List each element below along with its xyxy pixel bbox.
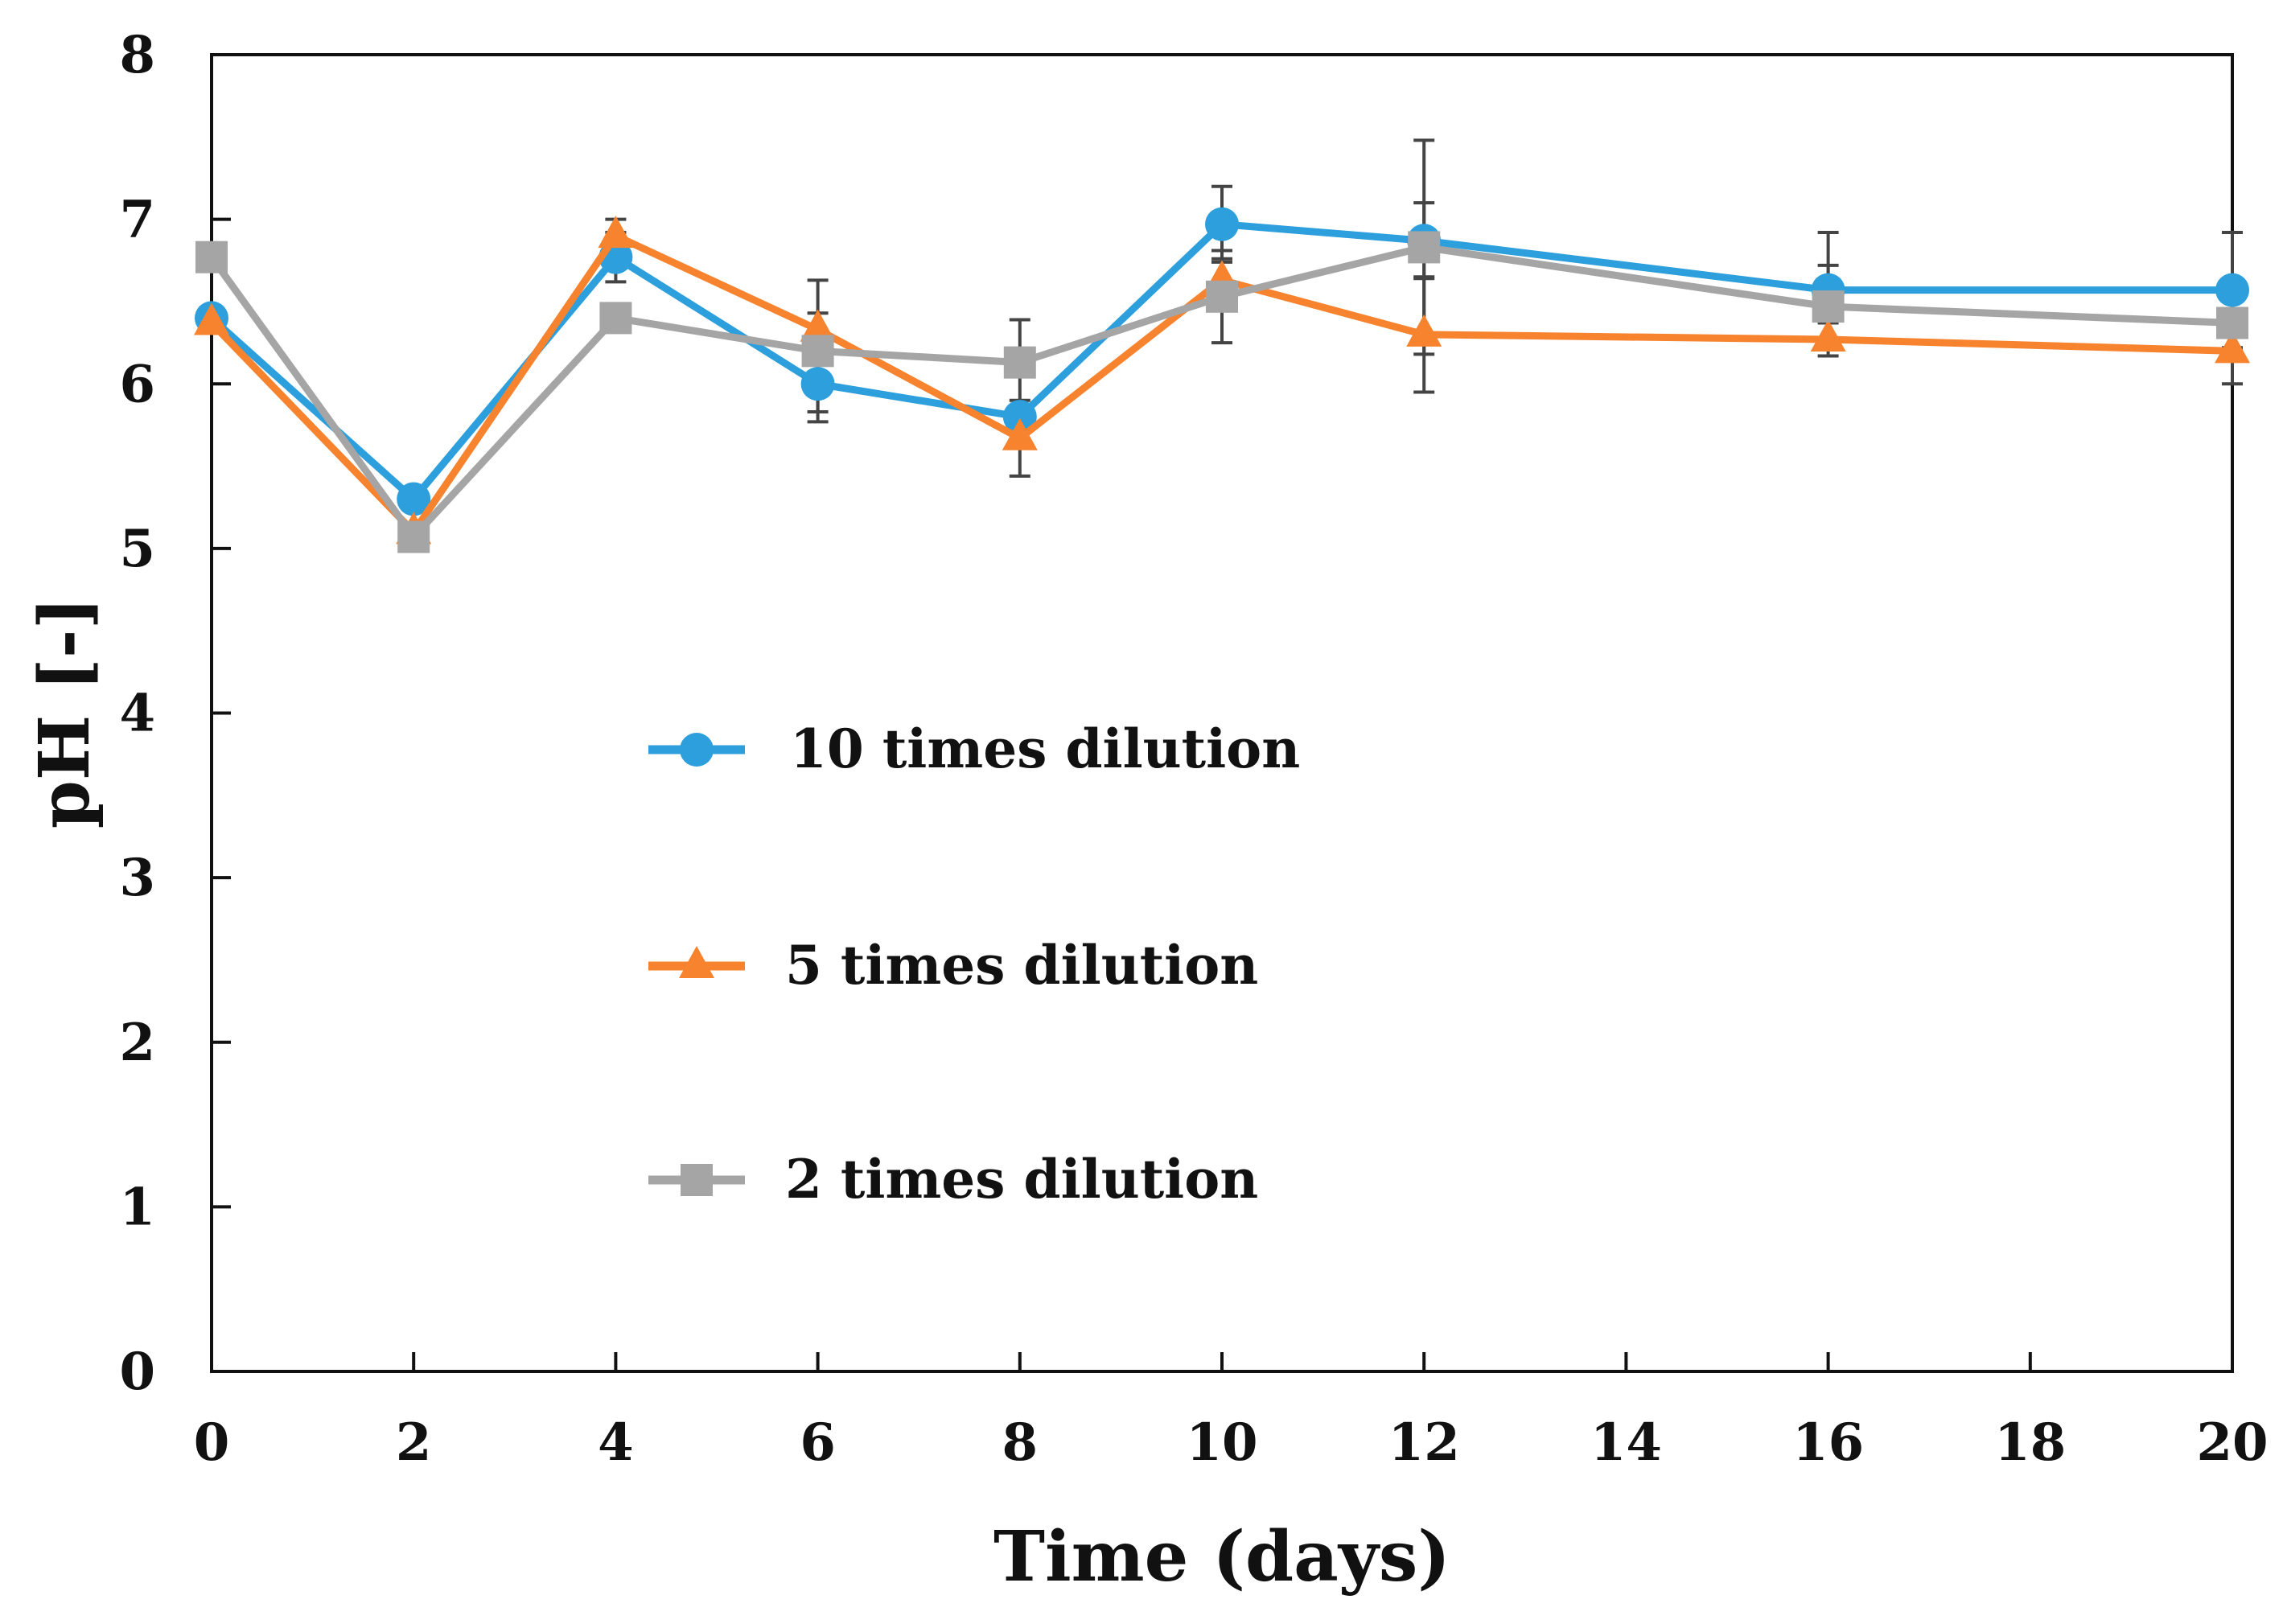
x-tick-label: 0: [194, 1412, 230, 1473]
legend-marker-square: [681, 1164, 713, 1196]
data-point-square: [1812, 290, 1845, 323]
y-tick-label: 7: [119, 190, 155, 250]
data-point-triangle: [1406, 314, 1442, 347]
data-point-square: [1206, 280, 1238, 313]
x-tick-label: 20: [2196, 1412, 2268, 1473]
y-tick-label: 5: [119, 519, 155, 579]
errorbars-layer: [605, 138, 2243, 478]
y-tick-label: 8: [119, 25, 155, 85]
data-point-square: [1003, 346, 1036, 379]
x-tick-label: 14: [1590, 1412, 1662, 1473]
x-axis-title: Time (days): [993, 1516, 1450, 1597]
x-tick-label: 18: [1994, 1412, 2066, 1473]
legend-label: 5 times dilution: [785, 934, 1258, 997]
legend: 10 times dilution 5 times dilution 2 times…: [648, 717, 1300, 1211]
data-point-square: [397, 520, 430, 553]
data-point-square: [599, 302, 632, 335]
data-point-circle: [397, 482, 431, 516]
x-tick-label: 6: [800, 1412, 836, 1473]
legend-label: 10 times dilution: [790, 717, 1300, 780]
y-tick-label: 3: [119, 848, 155, 908]
data-point-triangle: [194, 302, 229, 335]
data-point-circle: [1002, 400, 1037, 434]
data-point-triangle: [2215, 331, 2250, 364]
data-point-square: [2216, 306, 2248, 339]
legend-label: 2 times dilution: [785, 1148, 1258, 1211]
data-point-triangle: [1002, 417, 1038, 450]
y-tick-label: 4: [119, 684, 155, 744]
legend-marker-triangle: [679, 946, 714, 978]
y-tick-label: 2: [119, 1013, 155, 1073]
data-point-triangle: [598, 216, 634, 249]
y-tick-label: 6: [119, 354, 155, 414]
data-point-square: [801, 335, 834, 368]
data-point-triangle: [800, 309, 836, 342]
x-tick-label: 4: [598, 1412, 634, 1473]
x-tick-label: 16: [1792, 1412, 1864, 1473]
legend-marker-circle: [680, 733, 714, 767]
data-point-square: [195, 241, 228, 273]
x-tick-label: 2: [396, 1412, 432, 1473]
series-layer: [194, 207, 2250, 553]
data-point-circle: [800, 367, 835, 401]
data-point-circle: [1205, 207, 1239, 241]
y-tick-label: 1: [119, 1177, 155, 1237]
x-tick-label: 12: [1388, 1412, 1460, 1473]
y-tick-label: 0: [119, 1342, 155, 1402]
data-point-triangle: [1810, 319, 1846, 352]
x-tick-label: 10: [1186, 1412, 1257, 1473]
data-point-circle: [2215, 273, 2249, 307]
y-axis-title: pH [-]: [24, 597, 105, 828]
x-tick-label: 8: [1002, 1412, 1039, 1473]
data-point-square: [1408, 231, 1441, 264]
